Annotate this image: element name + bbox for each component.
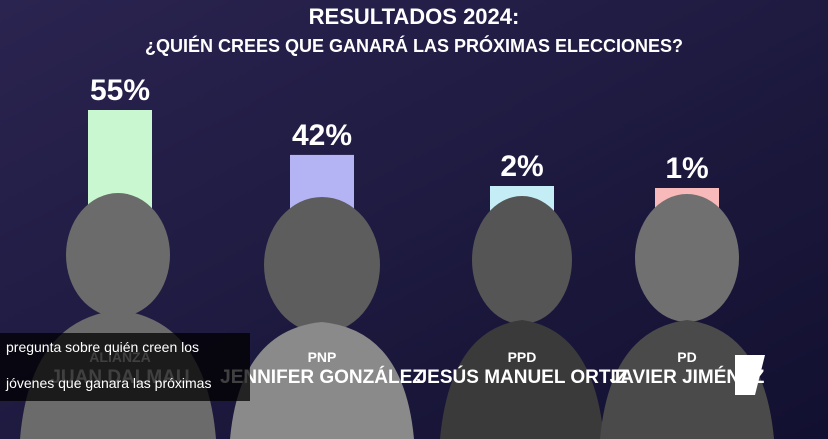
candidate-name: JENNIFER GONZÁLEZ (220, 366, 424, 388)
party-label: PD (677, 349, 696, 365)
photo-head (264, 197, 380, 333)
caption-box (0, 333, 250, 401)
value-label: 42% (292, 119, 352, 152)
photo-head (472, 196, 572, 324)
party-label: PNP (308, 349, 337, 365)
caption-line: pregunta sobre quién creen los (6, 339, 199, 355)
value-label: 2% (500, 150, 543, 183)
photo-body (440, 320, 604, 439)
party-label: PPD (508, 349, 537, 365)
candidate-name: JAVIER JIMÉNEZ (610, 366, 765, 388)
photo-head (635, 194, 739, 322)
candidate-name: JESÚS MANUEL ORTIZ (417, 366, 628, 388)
photo-head (66, 193, 170, 317)
value-label: 55% (90, 74, 150, 107)
photo-body (600, 320, 774, 439)
chart-title: RESULTADOS 2024: (309, 4, 520, 29)
chart-subtitle: ¿QUIÉN CREES QUE GANARÁ LAS PRÓXIMAS ELE… (145, 35, 683, 56)
value-label: 1% (665, 152, 708, 185)
photo-body (230, 322, 414, 439)
logo (735, 355, 765, 395)
caption-line: jóvenes que ganara las próximas (5, 375, 211, 391)
